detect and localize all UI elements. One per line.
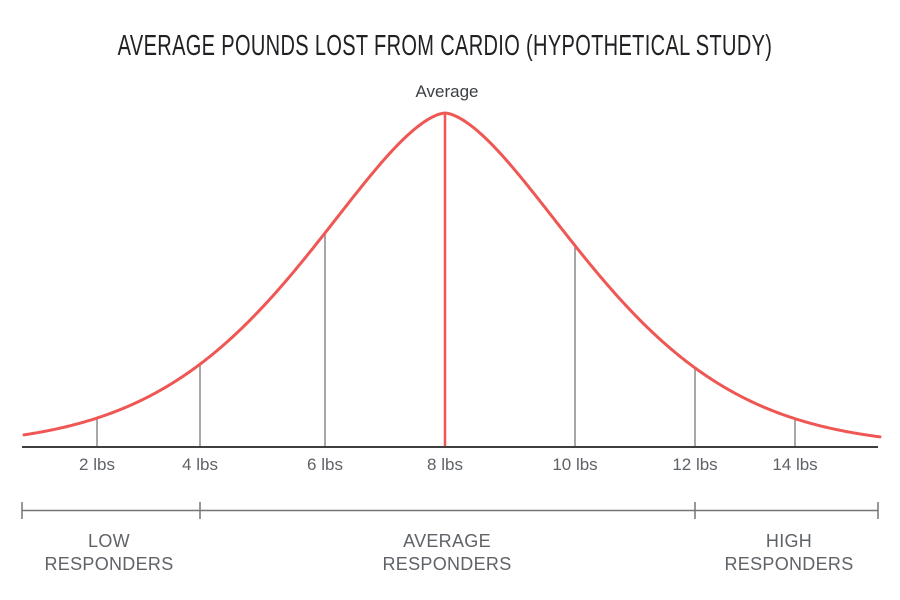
x-tick-label-2lbs: 2 lbs <box>79 455 115 474</box>
group-label-line: LOW <box>88 531 130 551</box>
average-peak-label: Average <box>415 82 479 101</box>
x-tick-label-12lbs: 12 lbs <box>672 455 718 474</box>
group-label-line: RESPONDERS <box>382 554 512 574</box>
group-label-line: HIGH <box>765 531 813 551</box>
x-tick-label-14lbs: 14 lbs <box>772 455 818 474</box>
x-tick-label-10lbs: 10 lbs <box>552 455 598 474</box>
group-label-line: RESPONDERS <box>44 554 174 574</box>
x-tick-label-8lbs: 8 lbs <box>427 455 463 474</box>
x-tick-label-4lbs: 4 lbs <box>182 455 218 474</box>
x-tick-label-6lbs: 6 lbs <box>307 455 343 474</box>
group-label-line: AVERAGE <box>403 531 491 551</box>
group-label-high-responders: HIGH RESPONDERS <box>724 530 853 576</box>
group-label-line: RESPONDERS <box>724 554 854 574</box>
group-label-average-responders: AVERAGE RESPONDERS <box>382 530 511 576</box>
group-label-low-responders: LOW RESPONDERS <box>44 530 173 576</box>
bell-curve-path <box>22 111 882 439</box>
chart-title: AVERAGE POUNDS LOST FROM CARDIO (HYPOTHE… <box>117 30 773 62</box>
